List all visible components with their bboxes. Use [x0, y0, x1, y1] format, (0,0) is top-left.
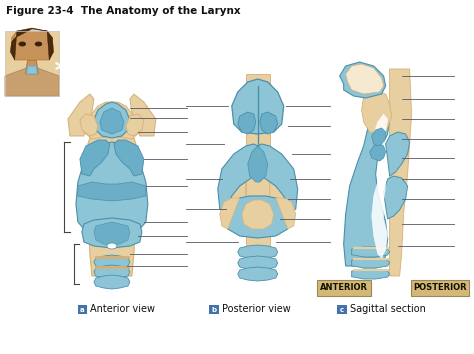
- Polygon shape: [370, 144, 386, 161]
- Polygon shape: [11, 31, 53, 60]
- Polygon shape: [94, 275, 130, 289]
- Polygon shape: [270, 174, 296, 224]
- Polygon shape: [100, 108, 124, 134]
- FancyBboxPatch shape: [317, 280, 371, 296]
- Polygon shape: [372, 114, 388, 258]
- Polygon shape: [86, 119, 138, 276]
- Polygon shape: [344, 96, 390, 266]
- Text: c: c: [340, 307, 344, 313]
- Polygon shape: [383, 176, 408, 219]
- Ellipse shape: [107, 243, 117, 249]
- Polygon shape: [130, 94, 156, 136]
- Polygon shape: [248, 146, 268, 182]
- FancyBboxPatch shape: [210, 305, 219, 314]
- Polygon shape: [5, 68, 59, 96]
- Polygon shape: [260, 112, 278, 134]
- Polygon shape: [238, 245, 278, 259]
- Polygon shape: [386, 132, 410, 176]
- Polygon shape: [126, 114, 144, 136]
- Polygon shape: [258, 144, 298, 216]
- Polygon shape: [276, 198, 296, 229]
- Polygon shape: [26, 60, 38, 74]
- Text: Anterior view: Anterior view: [90, 304, 155, 314]
- Polygon shape: [104, 224, 120, 238]
- Polygon shape: [94, 255, 130, 269]
- Polygon shape: [94, 222, 130, 245]
- Polygon shape: [352, 269, 390, 279]
- FancyBboxPatch shape: [78, 305, 87, 314]
- Polygon shape: [238, 112, 256, 134]
- Polygon shape: [220, 198, 240, 229]
- Ellipse shape: [19, 42, 26, 46]
- Polygon shape: [80, 114, 98, 136]
- Polygon shape: [218, 144, 258, 216]
- Text: Posterior view: Posterior view: [222, 304, 291, 314]
- Polygon shape: [372, 128, 386, 146]
- Polygon shape: [232, 79, 284, 134]
- Polygon shape: [246, 74, 270, 276]
- Polygon shape: [78, 182, 146, 201]
- Polygon shape: [238, 256, 278, 270]
- Polygon shape: [84, 102, 140, 139]
- Polygon shape: [76, 142, 148, 236]
- Polygon shape: [226, 196, 290, 238]
- Ellipse shape: [35, 42, 42, 46]
- Polygon shape: [242, 200, 273, 229]
- Polygon shape: [10, 28, 54, 60]
- Polygon shape: [238, 267, 278, 281]
- Polygon shape: [27, 66, 37, 74]
- Text: Sagittal section: Sagittal section: [350, 304, 426, 314]
- Polygon shape: [362, 92, 392, 134]
- Polygon shape: [5, 31, 59, 96]
- Polygon shape: [80, 140, 110, 176]
- Polygon shape: [346, 64, 383, 94]
- Text: a: a: [80, 307, 85, 313]
- Polygon shape: [390, 69, 411, 276]
- Polygon shape: [352, 247, 390, 257]
- Polygon shape: [94, 102, 130, 138]
- Polygon shape: [340, 62, 386, 98]
- Polygon shape: [68, 94, 94, 136]
- Polygon shape: [94, 265, 130, 279]
- FancyBboxPatch shape: [410, 280, 468, 296]
- Text: b: b: [212, 307, 217, 313]
- Polygon shape: [352, 258, 390, 268]
- Text: ANTERIOR: ANTERIOR: [319, 284, 368, 292]
- Polygon shape: [82, 218, 142, 248]
- Text: POSTERIOR: POSTERIOR: [413, 284, 466, 292]
- Polygon shape: [114, 140, 144, 176]
- FancyBboxPatch shape: [337, 305, 347, 314]
- Polygon shape: [220, 174, 246, 224]
- Text: Figure 23-4  The Anatomy of the Larynx: Figure 23-4 The Anatomy of the Larynx: [6, 6, 241, 16]
